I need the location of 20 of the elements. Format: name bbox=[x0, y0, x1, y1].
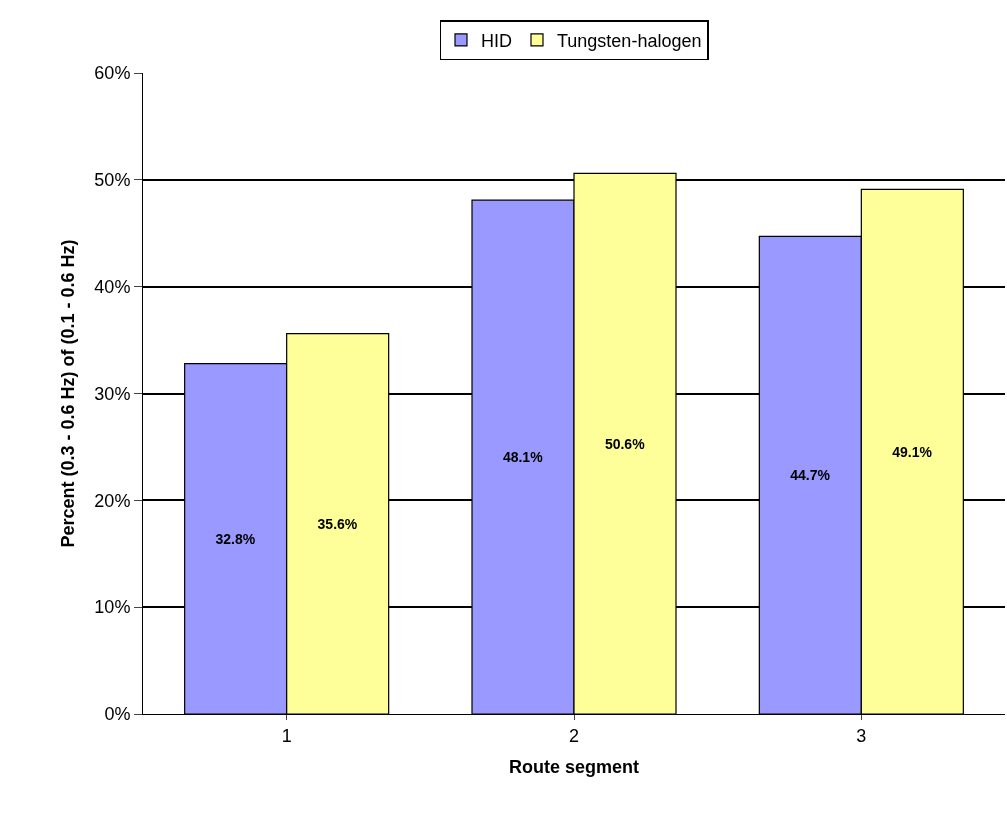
data-label: 44.7% bbox=[790, 467, 831, 484]
x-tick-label: 2 bbox=[568, 725, 580, 746]
x-tick-label: 1 bbox=[281, 725, 292, 746]
data-label: 50.6% bbox=[604, 435, 646, 452]
data-label: 32.8% bbox=[215, 530, 256, 547]
y-tick-label: 50% bbox=[94, 170, 131, 191]
x-axis-title: Route segment bbox=[508, 756, 640, 777]
y-tick-label: 60% bbox=[94, 63, 131, 84]
y-tick-label: 10% bbox=[94, 597, 131, 618]
y-tick-label: 20% bbox=[94, 490, 131, 511]
data-label: 48.1% bbox=[502, 449, 544, 466]
y-tick-label: 0% bbox=[104, 704, 131, 725]
x-tick-label: 3 bbox=[856, 725, 867, 746]
legend-label: HID bbox=[481, 30, 512, 51]
y-axis-title: Percent (0.3 - 0.6 Hz) of (0.1 - 0.6 Hz) bbox=[57, 239, 78, 548]
y-tick-label: 30% bbox=[94, 383, 131, 404]
legend-label: Tungsten-halogen bbox=[557, 30, 702, 51]
data-label: 35.6% bbox=[317, 515, 358, 532]
y-tick-label: 40% bbox=[94, 276, 131, 297]
data-label: 49.1% bbox=[892, 443, 933, 460]
